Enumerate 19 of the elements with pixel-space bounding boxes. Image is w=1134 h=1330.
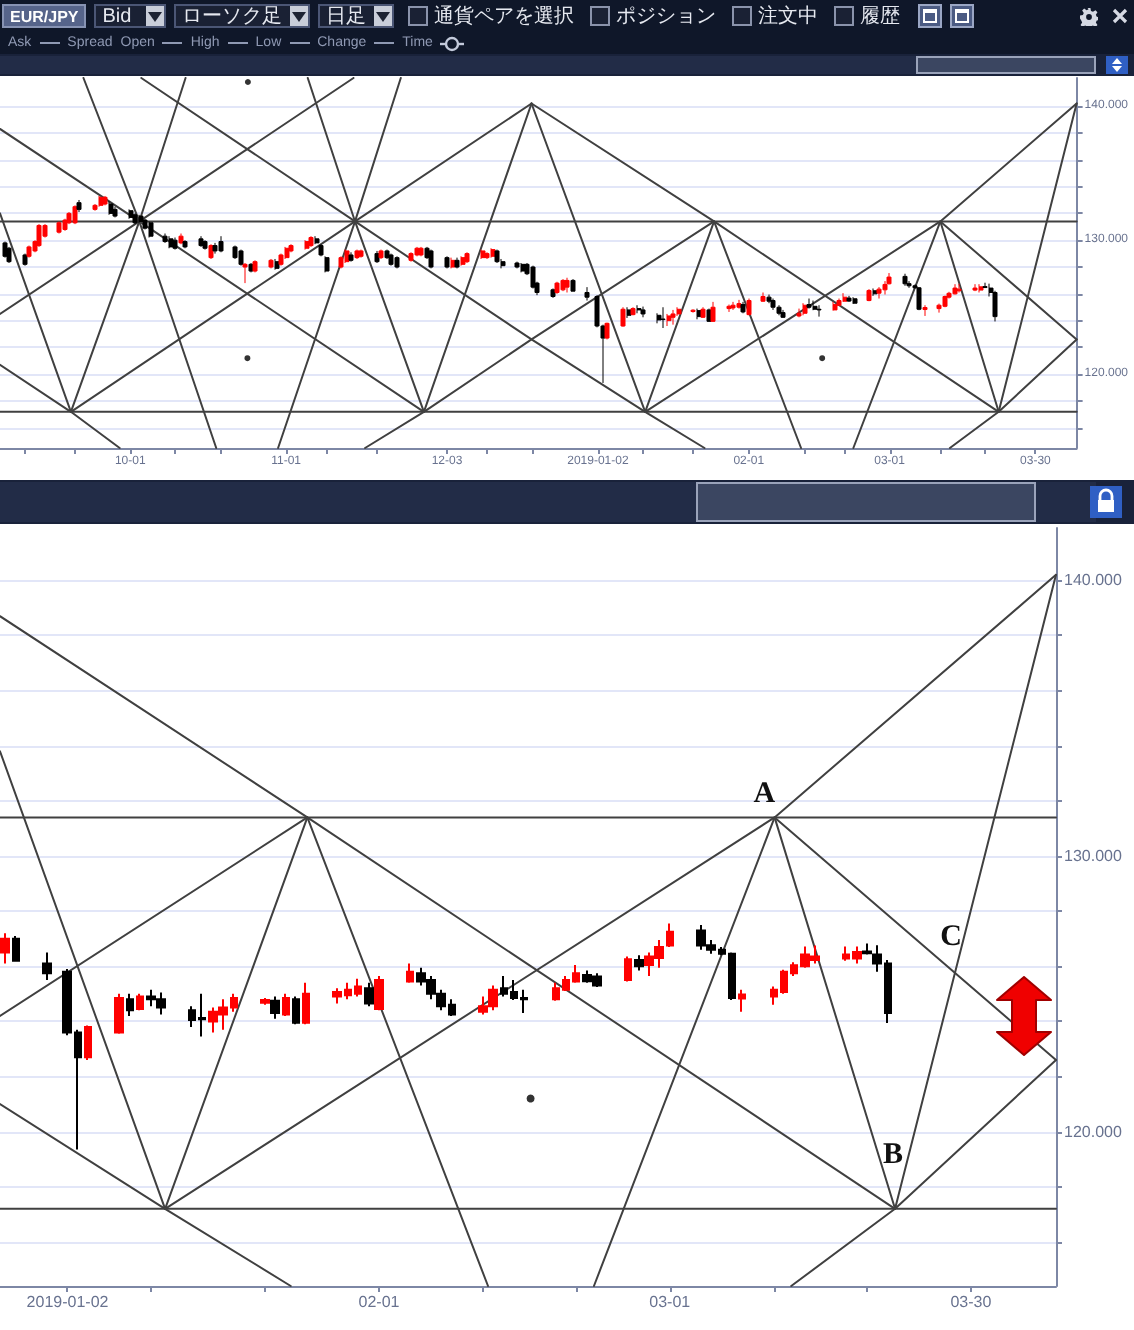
x-tick-label: 02-01 <box>358 1293 401 1311</box>
annotation: B <box>882 1139 903 1172</box>
dropdown: ローソク足 <box>174 4 311 28</box>
y-tick-label: 130.000 <box>1064 847 1123 866</box>
x-tick-label: 03-01 <box>649 1293 692 1311</box>
dropdown: Bid <box>94 4 167 28</box>
button: EUR/JPY <box>2 4 87 28</box>
text: 通貨ペアを選択 <box>434 3 575 30</box>
annotation: C <box>940 921 962 954</box>
chart-title: EUR/JPY <box>10 7 79 25</box>
dropdown: 日足 <box>318 4 395 28</box>
text: ポジション <box>616 4 717 30</box>
x-tick-label: 2019-01-02 <box>26 1293 110 1311</box>
annotation: A <box>753 778 776 811</box>
text: 注文中 <box>758 3 819 30</box>
y-tick-label: 120.000 <box>1064 1122 1123 1141</box>
x-tick-label: 03-30 <box>950 1293 993 1311</box>
y-tick-label: 140.000 <box>1064 571 1123 590</box>
text: 履歴 <box>860 4 901 30</box>
